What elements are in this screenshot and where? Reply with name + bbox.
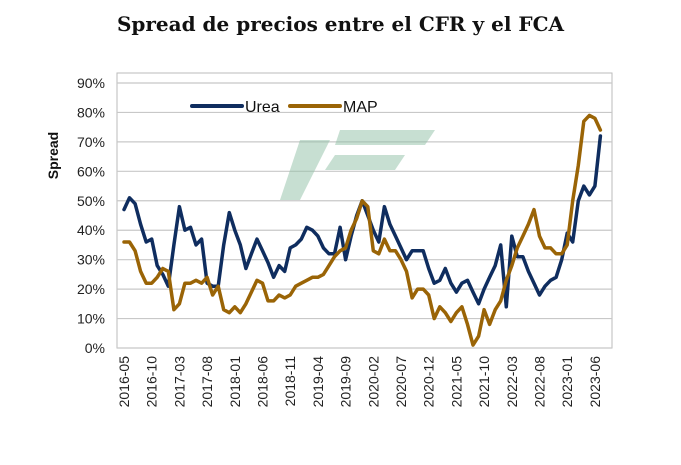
y-tick-label: 30%	[77, 252, 105, 268]
x-tick-label: 2023-06	[587, 356, 603, 408]
legend-label: MAP	[343, 99, 378, 116]
x-tick-label: 2022-08	[532, 356, 548, 408]
x-tick-label: 2023-01	[559, 356, 575, 408]
y-tick-label: 20%	[77, 281, 105, 297]
x-tick-label: 2021-10	[476, 356, 492, 408]
x-tick-label: 2017-03	[171, 356, 187, 408]
y-tick-label: 0%	[85, 340, 105, 356]
x-tick-label: 2018-01	[227, 356, 243, 408]
x-tick-label: 2022-03	[504, 356, 520, 408]
x-tick-label: 2016-05	[116, 356, 132, 408]
y-tick-label: 40%	[77, 222, 105, 238]
y-tick-label: 50%	[77, 193, 105, 209]
x-tick-label: 2018-11	[282, 356, 298, 407]
watermark-logo-icon	[280, 140, 330, 200]
x-tick-label: 2020-02	[365, 356, 381, 408]
y-axis-label: Spread	[45, 132, 61, 179]
x-tick-label: 2017-08	[199, 356, 215, 408]
watermark-logo-icon	[325, 130, 435, 170]
x-tick-label: 2019-09	[338, 356, 354, 408]
x-tick-label: 2018-06	[255, 356, 271, 408]
y-tick-label: 10%	[77, 311, 105, 327]
x-tick-label: 2020-12	[421, 356, 437, 408]
x-tick-label: 2020-07	[393, 356, 409, 408]
x-tick-label: 2016-10	[144, 356, 160, 408]
y-tick-label: 90%	[77, 75, 105, 91]
chart-title: Spread de precios entre el CFR y el FCA	[116, 12, 565, 36]
series-line-map	[122, 113, 603, 347]
y-tick-label: 60%	[77, 163, 105, 179]
legend-label: Urea	[245, 99, 280, 116]
x-tick-label: 2021-05	[448, 356, 464, 408]
y-tick-label: 80%	[77, 104, 105, 120]
x-tick-label: 2019-04	[310, 356, 326, 408]
y-tick-label: 70%	[77, 134, 105, 150]
